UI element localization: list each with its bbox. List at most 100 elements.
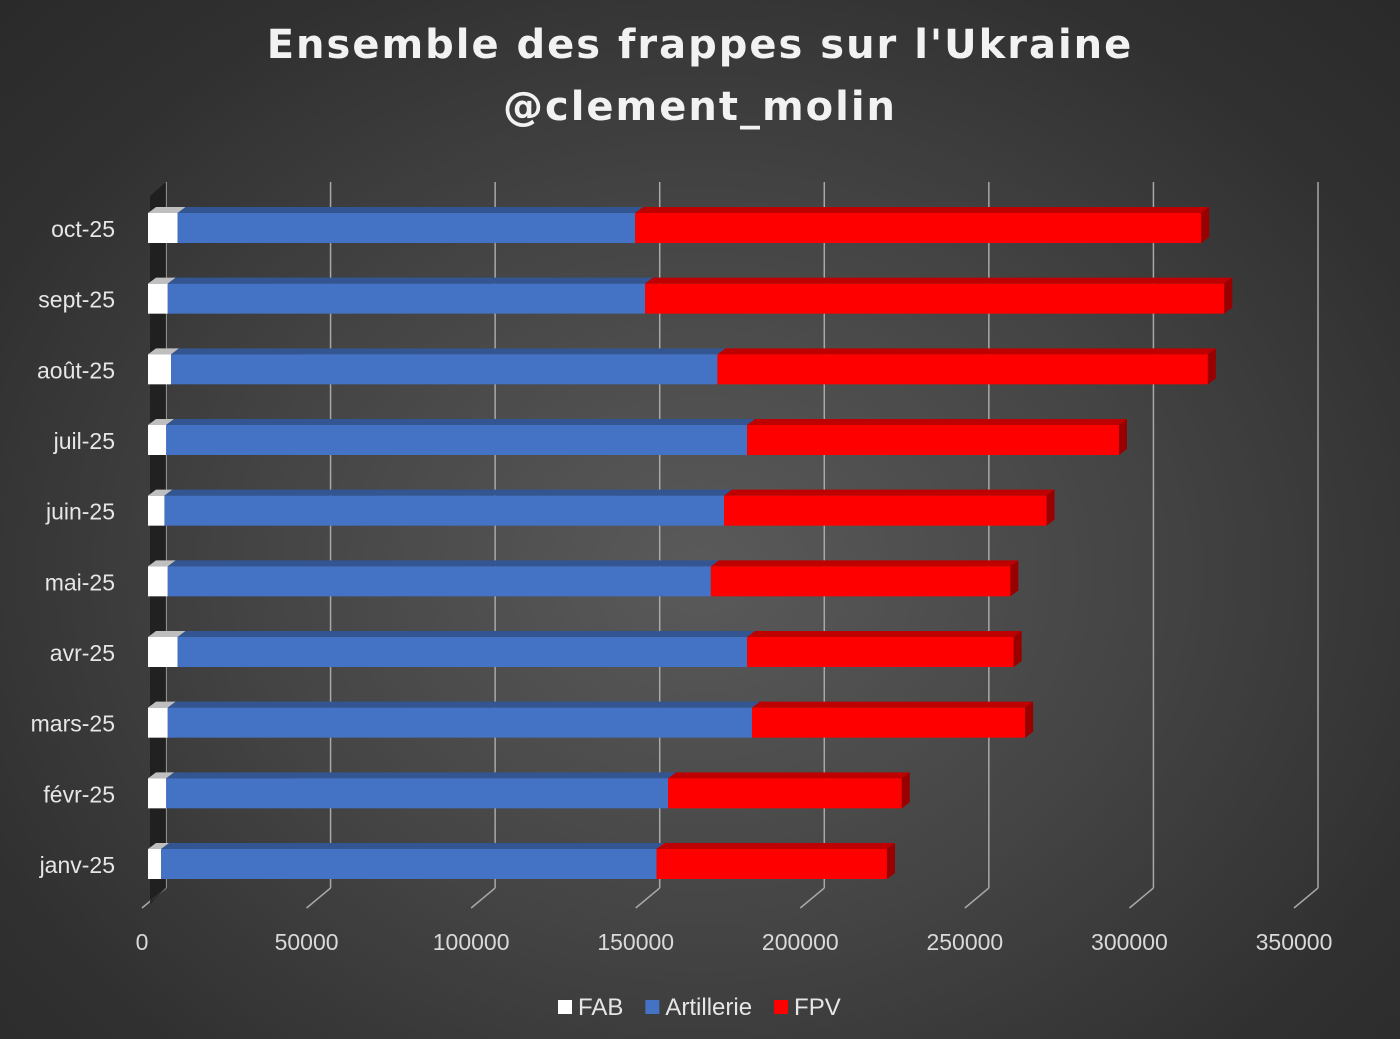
legend-swatch-artillerie (645, 1000, 660, 1014)
bar-top-fab (148, 701, 176, 708)
y-category-label: oct-25 (51, 216, 115, 242)
bar-end (901, 772, 910, 809)
gridline-floor (1128, 887, 1154, 909)
bar-top-fab (148, 772, 175, 779)
y-category-label: mars-25 (31, 711, 115, 737)
bar-top-artillerie (167, 560, 719, 567)
bar-end (1010, 560, 1019, 597)
bar-end (1207, 348, 1216, 385)
bar-segment-artillerie (167, 283, 646, 314)
bar-top-artillerie (166, 772, 677, 779)
legend-swatch-fab (558, 1000, 572, 1014)
bar-segment-fpv (751, 707, 1026, 738)
bar-top-artillerie (171, 348, 726, 355)
bar-top-fpv (656, 843, 895, 849)
gridline-floor (306, 887, 332, 909)
bar-end (1013, 631, 1022, 667)
bar-segment-fpv (747, 425, 1119, 455)
bar-segment-fab (148, 213, 178, 243)
bar-segment-fab (148, 354, 172, 385)
bar-segment-fpv (717, 354, 1208, 385)
x-tick-label: 100000 (433, 929, 510, 955)
gridline-floor (635, 887, 661, 909)
bar-top-artillerie (161, 843, 665, 849)
bar-top-fpv (635, 207, 1210, 213)
y-category-label: mai-25 (45, 569, 115, 595)
bar-segment-fab (148, 566, 168, 597)
bar-top-fpv (751, 701, 1034, 708)
bar-top-fab (148, 560, 176, 567)
x-tick-label: 300000 (1091, 929, 1168, 955)
bar-top-artillerie (166, 419, 756, 425)
bar-top-fpv (724, 489, 1055, 496)
bar-top-artillerie (164, 489, 732, 496)
bar-top-fab (148, 277, 176, 284)
chart-subtitle: @clement_molin (502, 84, 897, 130)
bar-end (1025, 701, 1034, 738)
bar-top-fpv (747, 631, 1022, 637)
bar-top-fpv (710, 560, 1019, 567)
bar-segment-artillerie (177, 637, 748, 667)
gridline-floor (470, 887, 496, 909)
bar-segment-fab (148, 283, 168, 314)
bar-end (1201, 207, 1210, 243)
bar-top-fab (148, 348, 180, 355)
x-tick-label: 350000 (1256, 929, 1333, 955)
x-tick-label: 150000 (597, 929, 674, 955)
bar-segment-fpv (668, 778, 902, 809)
y-category-label: juin-25 (45, 499, 115, 525)
y-category-label: sept-25 (38, 287, 115, 313)
y-category-label: août-25 (37, 357, 115, 383)
x-tick-label: 0 (136, 929, 149, 955)
bar-segment-fpv (645, 283, 1225, 314)
x-tick-label: 200000 (762, 929, 839, 955)
bar-top-fab (148, 489, 173, 496)
legend-label-fab: FAB (578, 994, 623, 1021)
bar-segment-artillerie (167, 566, 711, 597)
bar-top-fab (148, 631, 186, 637)
gridline-floor (799, 887, 825, 909)
bar-top-fab (148, 207, 186, 213)
bar-end (1118, 419, 1127, 455)
bar-segment-fpv (747, 637, 1014, 667)
bar-segment-artillerie (171, 354, 718, 385)
bar-segment-artillerie (161, 849, 657, 879)
bar-segment-fab (148, 425, 167, 455)
bar-top-fpv (645, 277, 1233, 284)
bar-end (1046, 489, 1055, 526)
gridline-floor (1293, 887, 1319, 909)
bar-top-fpv (747, 419, 1127, 425)
legend-label-artillerie: Artillerie (665, 994, 752, 1021)
gridline-floor (964, 887, 990, 909)
y-category-label: janv-25 (39, 852, 115, 878)
bar-segment-fpv (656, 849, 887, 879)
x-tick-label: 50000 (275, 929, 339, 955)
chart-title: Ensemble des frappes sur l'Ukraine (266, 22, 1134, 68)
bar-segment-artillerie (166, 778, 669, 809)
bar-top-fab (148, 419, 175, 425)
bar-end (886, 843, 895, 879)
bar-segment-artillerie (164, 495, 724, 526)
bar-segment-artillerie (177, 213, 636, 243)
bar-segment-fpv (635, 213, 1202, 243)
bar-end (1224, 277, 1233, 314)
bar-segment-fpv (724, 495, 1047, 526)
bar-segment-artillerie (166, 425, 748, 455)
x-tick-label: 250000 (926, 929, 1003, 955)
bar-segment-fab (148, 707, 168, 738)
bar-segment-fab (148, 849, 162, 879)
bar-top-artillerie (177, 631, 756, 637)
legend-label-fpv: FPV (794, 994, 841, 1021)
legend-swatch-fpv (774, 1000, 789, 1014)
y-category-label: févr-25 (43, 781, 115, 807)
bar-top-fpv (668, 772, 910, 779)
bar-segment-fab (148, 495, 165, 526)
bar-segment-fab (148, 778, 167, 809)
bar-top-fab (148, 843, 170, 849)
bar-top-fpv (717, 348, 1216, 355)
y-category-label: juil-25 (53, 428, 115, 454)
bar-top-artillerie (167, 701, 760, 708)
bar-segment-fpv (710, 566, 1011, 597)
y-category-label: avr-25 (50, 640, 115, 666)
